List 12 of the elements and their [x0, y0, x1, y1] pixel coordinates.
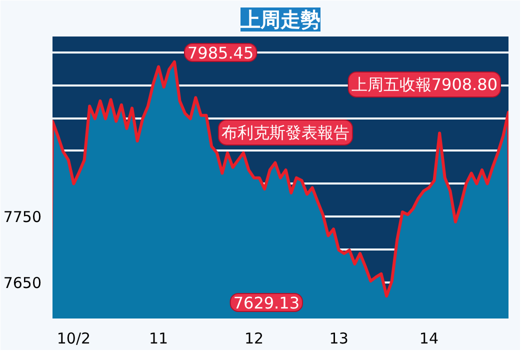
- x-tick-label: 14: [419, 330, 439, 348]
- y-tick-label: 7750: [3, 208, 42, 226]
- chart-title: 上周走勢: [240, 8, 320, 32]
- annotation: 上周五收報7908.80: [351, 75, 498, 94]
- x-tick-label: 12: [244, 330, 264, 348]
- x-tick-label: 13: [329, 330, 348, 348]
- y-tick-label: 7650: [3, 274, 42, 292]
- annotation: 布利克斯發表報告: [222, 123, 350, 142]
- x-tick-label: 10/2: [56, 330, 91, 348]
- x-tick-label: 11: [149, 330, 168, 348]
- annotation: 7985.45: [188, 44, 254, 62]
- annotation: 7629.13: [233, 294, 300, 312]
